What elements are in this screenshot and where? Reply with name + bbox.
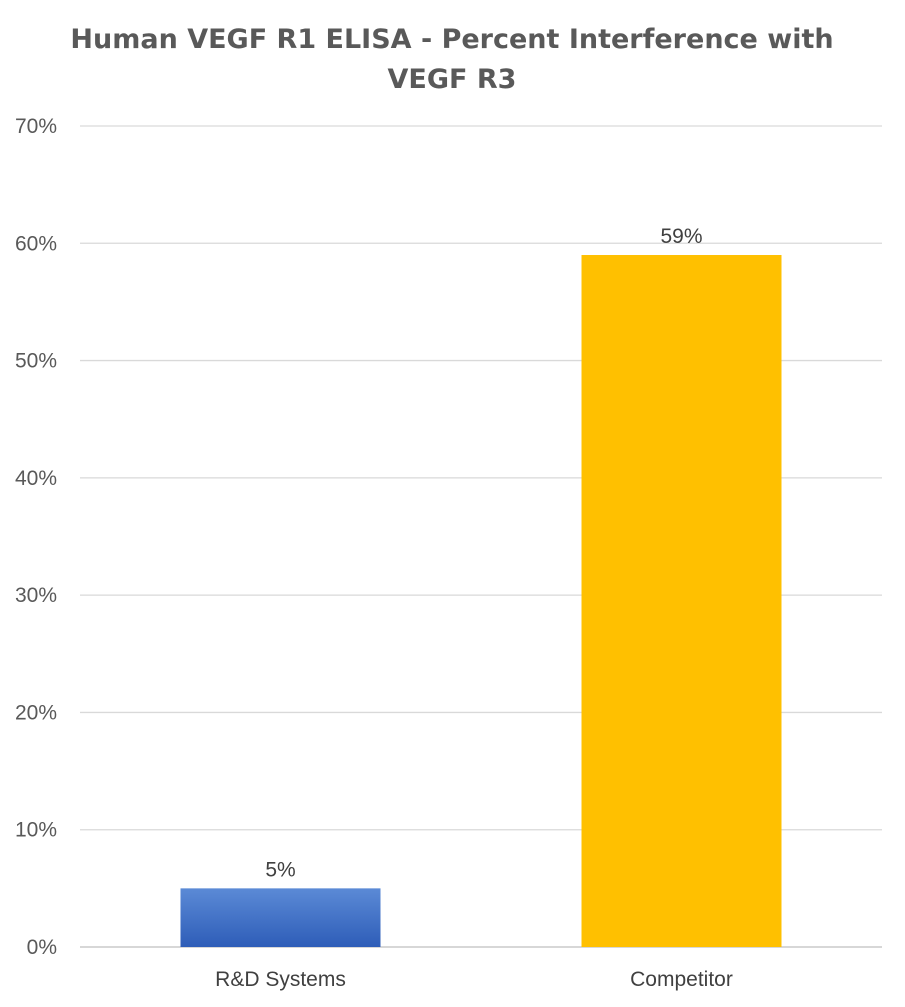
y-tick-label: 0% [27, 936, 57, 959]
chart-title-line-2: VEGF R3 [388, 64, 517, 95]
y-tick-label: 10% [15, 819, 57, 842]
bar-r-d-systems [180, 888, 381, 947]
gridlines [80, 125, 882, 948]
bar-competitor [581, 255, 782, 947]
y-tick-label: 30% [15, 584, 57, 607]
data-labels: 5% 59% [265, 225, 702, 881]
y-tick-label: 50% [15, 350, 57, 373]
data-label: 5% [265, 858, 295, 881]
y-tick-label: 70% [15, 115, 57, 138]
y-tick-label: 60% [15, 232, 57, 255]
data-label: 59% [660, 225, 702, 248]
y-tick-label: 40% [15, 467, 57, 490]
x-axis-categories: R&D Systems Competitor [215, 968, 733, 991]
bars [180, 255, 782, 947]
category-label: Competitor [630, 968, 733, 991]
y-tick-label: 20% [15, 701, 57, 724]
y-axis-ticks: 0% 10% 20% 30% 40% 50% 60% 70% [15, 115, 57, 959]
chart-title-line-1: Human VEGF R1 ELISA - Percent Interferen… [70, 24, 833, 55]
category-label: R&D Systems [215, 968, 346, 991]
